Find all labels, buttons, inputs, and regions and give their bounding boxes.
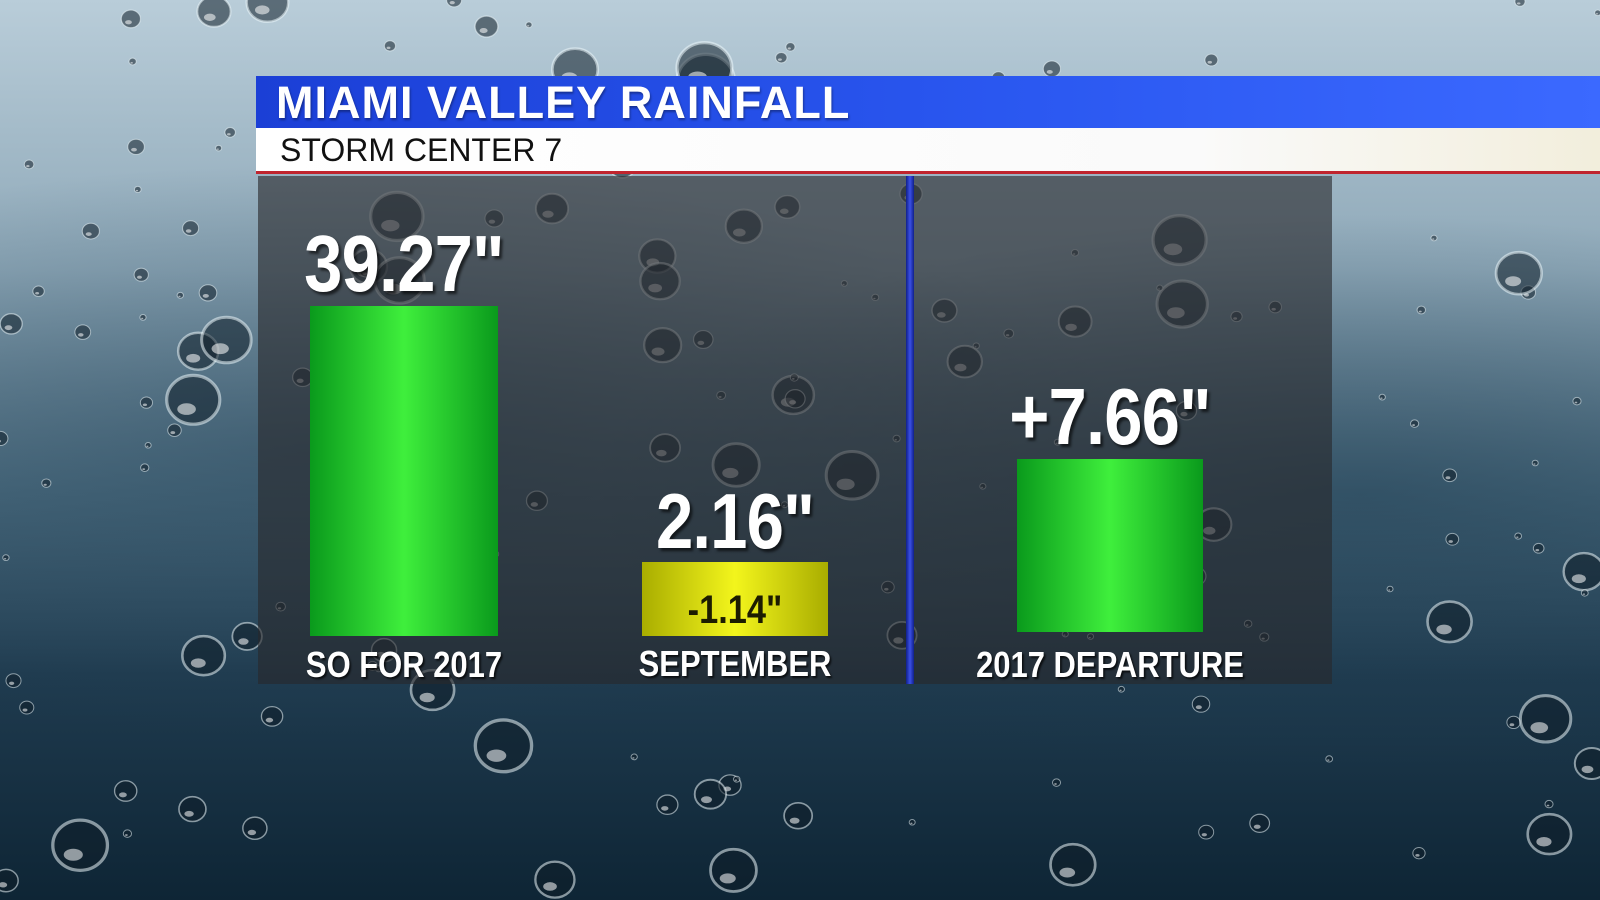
- raindrop: [41, 478, 52, 488]
- category-label-september: SEPTEMBER: [638, 643, 832, 684]
- raindrop: [446, 0, 463, 8]
- raindrop: [1580, 589, 1589, 597]
- raindrop: [128, 57, 137, 66]
- raindrop: [2, 554, 10, 562]
- bar-september: [642, 561, 828, 636]
- raindrop: [23, 159, 35, 170]
- raindrop: [783, 801, 814, 830]
- raindrop: [1325, 755, 1334, 763]
- raindrop: [127, 138, 145, 155]
- raindrop: [139, 314, 147, 321]
- raindrop: [1412, 847, 1426, 860]
- title-bar: MIAMI VALLEY RAINFALL: [256, 76, 1600, 128]
- raindrop: [1426, 600, 1473, 644]
- raindrop: [260, 705, 284, 727]
- raindrop: [473, 718, 534, 774]
- raindrop: [775, 51, 788, 64]
- raindrop: [525, 21, 533, 29]
- raindrop: [181, 634, 227, 677]
- raindrop: [1042, 60, 1062, 78]
- raindrop: [1572, 396, 1582, 406]
- raindrop: [32, 285, 45, 298]
- category-label-2017-departure: 2017 DEPARTURE: [976, 644, 1244, 685]
- raindrop: [693, 778, 728, 810]
- raindrop: [165, 373, 222, 426]
- raindrop: [224, 127, 236, 138]
- annotation-september-departure: -1.14": [687, 588, 783, 632]
- raindrop: [245, 0, 290, 24]
- raindrop: [785, 42, 796, 52]
- value-label-so-for-2017: 39.27": [304, 219, 504, 308]
- raindrop: [144, 442, 152, 449]
- raindrop: [383, 40, 397, 52]
- raindrop: [198, 284, 218, 302]
- raindrop: [74, 324, 92, 340]
- raindrop: [1445, 532, 1460, 546]
- raindrop: [1249, 813, 1271, 833]
- raindrop: [1514, 0, 1526, 7]
- raindrop: [709, 847, 758, 893]
- raindrop: [215, 144, 223, 152]
- raindrop: [176, 291, 184, 299]
- chart-title: MIAMI VALLEY RAINFALL: [276, 77, 851, 128]
- raindrop: [200, 315, 253, 365]
- raindrop: [5, 673, 22, 689]
- category-label-so-for-2017: SO FOR 2017: [305, 644, 503, 685]
- raindrop: [1526, 812, 1573, 856]
- raindrop: [0, 868, 19, 893]
- raindrop: [1386, 585, 1394, 593]
- raindrop: [474, 15, 499, 38]
- raindrop: [178, 795, 207, 823]
- raindrop: [1191, 695, 1211, 713]
- value-label-september: 2.16": [655, 476, 815, 565]
- raindrop: [113, 780, 138, 802]
- raindrop: [1506, 715, 1521, 730]
- value-label-2017-departure: +7.66": [1009, 372, 1211, 461]
- raindrop: [19, 700, 35, 715]
- raindrop: [0, 430, 9, 447]
- raindrop: [81, 222, 100, 240]
- raindrop: [1378, 393, 1386, 401]
- raindrop: [656, 794, 679, 816]
- raindrop: [139, 396, 154, 409]
- raindrop: [182, 220, 200, 237]
- raindrop: [1410, 419, 1420, 428]
- raindrop: [133, 185, 142, 194]
- raindrop: [242, 816, 268, 841]
- raindrop: [630, 753, 638, 761]
- raindrop: [1204, 53, 1219, 67]
- raindrop: [51, 818, 110, 872]
- bar-2017-departure: [1017, 459, 1203, 632]
- raindrop: [1051, 778, 1062, 787]
- raindrop: [133, 267, 149, 282]
- raindrop: [1494, 250, 1543, 296]
- raindrop: [1573, 747, 1600, 781]
- subtitle-bar: STORM CENTER 7: [256, 128, 1600, 174]
- raindrop: [908, 819, 916, 826]
- raindrop: [0, 313, 23, 335]
- raindrop: [1532, 542, 1545, 554]
- raindrop: [1531, 459, 1539, 467]
- raindrop: [534, 860, 576, 899]
- bar-so-for-2017: [310, 306, 498, 636]
- raindrop: [167, 423, 182, 437]
- panel-divider: [906, 176, 914, 684]
- raindrop: [1514, 532, 1523, 540]
- raindrop: [1518, 694, 1573, 744]
- raindrop: [1117, 685, 1125, 693]
- raindrop: [733, 775, 741, 783]
- raindrop: [1544, 799, 1554, 809]
- raindrop: [1430, 234, 1438, 242]
- raindrop: [122, 829, 133, 838]
- raindrop: [1049, 842, 1097, 887]
- raindrop: [140, 463, 150, 472]
- raindrop: [120, 9, 142, 29]
- raindrop: [1442, 468, 1458, 483]
- chart-subtitle: STORM CENTER 7: [280, 132, 563, 168]
- raindrop: [1416, 305, 1426, 315]
- raindrop: [1198, 824, 1215, 840]
- raindrop: [196, 0, 232, 28]
- raindrop: [1594, 9, 1600, 17]
- raindrop: [1562, 551, 1600, 592]
